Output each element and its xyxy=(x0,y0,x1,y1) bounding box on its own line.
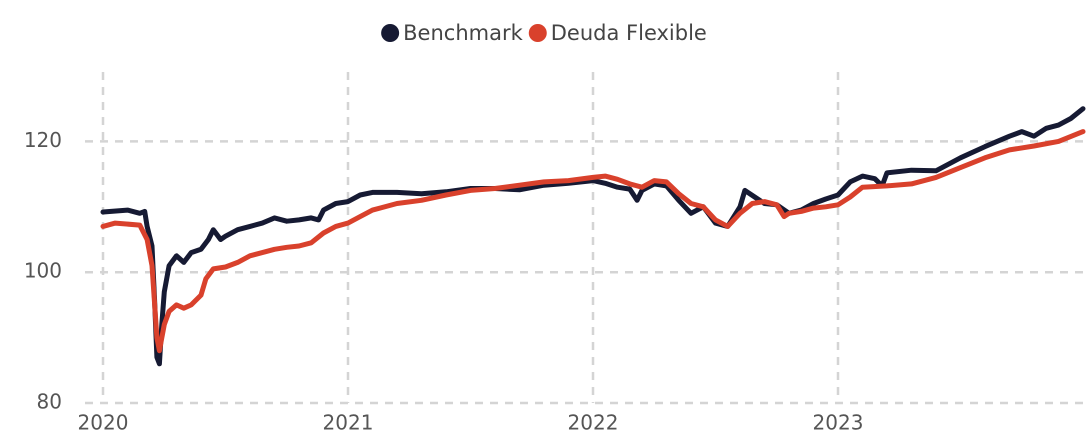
y-tick-label: 100 xyxy=(24,259,62,283)
line xyxy=(100,129,1086,354)
legend-marker xyxy=(528,24,547,42)
y-tick-label: 120 xyxy=(24,128,62,152)
line xyxy=(100,106,1086,367)
legend-label: Benchmark xyxy=(403,21,523,45)
x-tick-label: 2022 xyxy=(568,411,619,434)
legend: Benchmark Deuda Flexible xyxy=(381,21,707,45)
legend-marker xyxy=(381,24,400,42)
x-tick-label: 2021 xyxy=(323,411,374,434)
x-tick-label: 2020 xyxy=(78,411,129,434)
x-tick-label: 2023 xyxy=(813,411,864,434)
legend-label: Deuda Flexible xyxy=(551,21,707,45)
y-tick-label: 80 xyxy=(37,390,62,414)
